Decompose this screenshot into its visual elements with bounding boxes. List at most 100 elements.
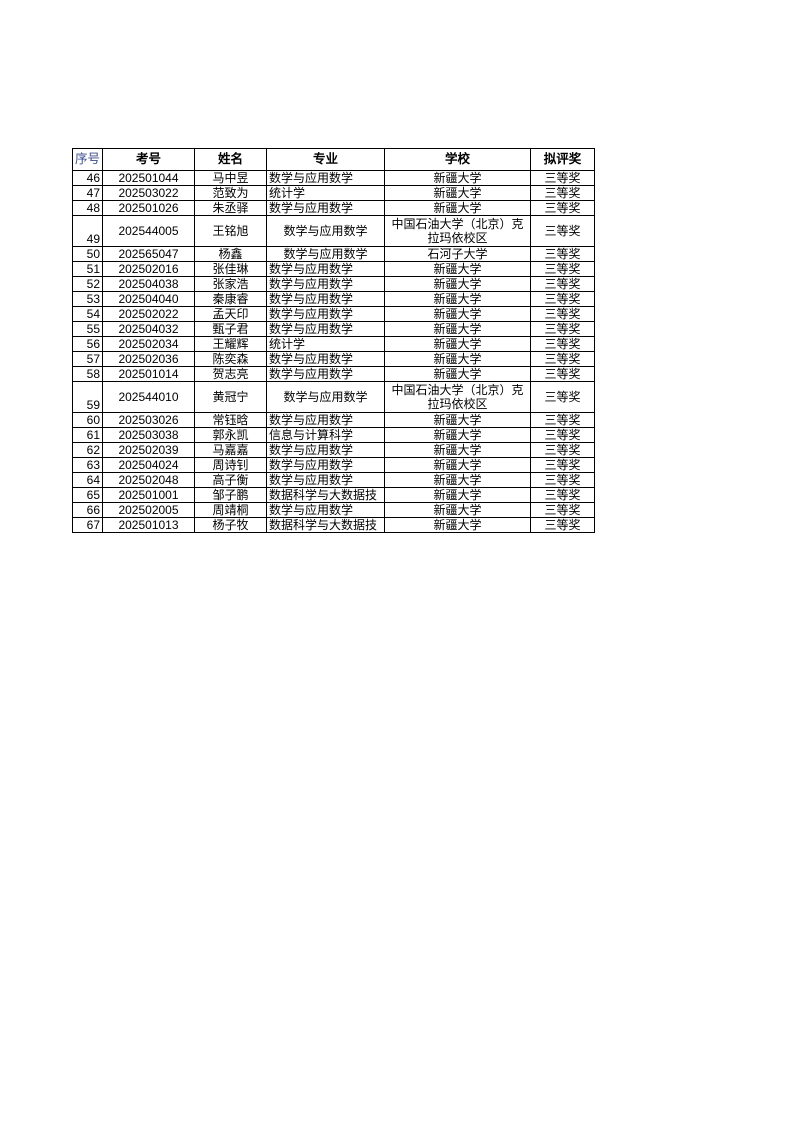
cell-major: 统计学 <box>266 336 385 352</box>
cell-major: 数学与应用数学 <box>266 261 385 277</box>
table-row: 58 202501014 贺志亮 数学与应用数学 新疆大学 三等奖 <box>72 366 595 382</box>
cell-seq: 62 <box>72 442 103 458</box>
cell-name: 贺志亮 <box>194 366 267 382</box>
cell-major: 数学与应用数学 <box>266 306 385 322</box>
cell-seq: 51 <box>72 261 103 277</box>
cell-award: 三等奖 <box>530 291 595 307</box>
cell-seq: 55 <box>72 321 103 337</box>
cell-major: 数学与应用数学 <box>266 442 385 458</box>
table-row: 64 202502048 高子衡 数学与应用数学 新疆大学 三等奖 <box>72 472 595 488</box>
cell-exam-id: 202501044 <box>102 170 195 186</box>
table-row: 46 202501044 马中昱 数学与应用数学 新疆大学 三等奖 <box>72 170 595 186</box>
cell-award: 三等奖 <box>530 381 595 413</box>
cell-school: 新疆大学 <box>384 261 531 277</box>
table-row: 52 202504038 张家浩 数学与应用数学 新疆大学 三等奖 <box>72 276 595 292</box>
cell-award: 三等奖 <box>530 246 595 262</box>
table-row: 60 202503026 常钰晗 数学与应用数学 新疆大学 三等奖 <box>72 412 595 428</box>
table-row: 54 202502022 孟天印 数学与应用数学 新疆大学 三等奖 <box>72 306 595 322</box>
cell-award: 三等奖 <box>530 517 595 533</box>
cell-award: 三等奖 <box>530 215 595 247</box>
table-row: 65 202501001 邹子鹏 数据科学与大数据技 新疆大学 三等奖 <box>72 487 595 503</box>
cell-award: 三等奖 <box>530 457 595 473</box>
cell-major: 数学与应用数学 <box>266 412 385 428</box>
header-name: 姓名 <box>194 148 267 171</box>
cell-school: 新疆大学 <box>384 170 531 186</box>
cell-name: 杨鑫 <box>194 246 267 262</box>
cell-seq: 65 <box>72 487 103 503</box>
cell-seq: 60 <box>72 412 103 428</box>
cell-seq: 50 <box>72 246 103 262</box>
cell-award: 三等奖 <box>530 200 595 216</box>
cell-seq: 61 <box>72 427 103 443</box>
cell-major: 数学与应用数学 <box>266 200 385 216</box>
cell-award: 三等奖 <box>530 261 595 277</box>
cell-seq: 64 <box>72 472 103 488</box>
cell-seq: 46 <box>72 170 103 186</box>
cell-seq: 54 <box>72 306 103 322</box>
table-row: 63 202504024 周诗钊 数学与应用数学 新疆大学 三等奖 <box>72 457 595 473</box>
cell-school: 新疆大学 <box>384 487 531 503</box>
cell-name: 甄子君 <box>194 321 267 337</box>
cell-name: 周靖桐 <box>194 502 267 518</box>
cell-name: 孟天印 <box>194 306 267 322</box>
cell-seq: 47 <box>72 185 103 201</box>
cell-name: 王耀辉 <box>194 336 267 352</box>
cell-school: 新疆大学 <box>384 291 531 307</box>
cell-school: 新疆大学 <box>384 517 531 533</box>
cell-school: 新疆大学 <box>384 321 531 337</box>
table-row: 67 202501013 杨子牧 数据科学与大数据技 新疆大学 三等奖 <box>72 517 595 533</box>
table-row: 53 202504040 秦康睿 数学与应用数学 新疆大学 三等奖 <box>72 291 595 307</box>
cell-school: 中国石油大学（北京）克拉玛依校区 <box>384 215 531 247</box>
cell-name: 郭永凯 <box>194 427 267 443</box>
table-row: 66 202502005 周靖桐 数学与应用数学 新疆大学 三等奖 <box>72 502 595 518</box>
cell-school: 新疆大学 <box>384 442 531 458</box>
cell-school: 新疆大学 <box>384 306 531 322</box>
cell-exam-id: 202504032 <box>102 321 195 337</box>
cell-name: 张家浩 <box>194 276 267 292</box>
cell-major: 数学与应用数学 <box>266 291 385 307</box>
cell-exam-id: 202565047 <box>102 246 195 262</box>
cell-school: 中国石油大学（北京）克拉玛依校区 <box>384 381 531 413</box>
table-row: 61 202503038 郭永凯 信息与计算科学 新疆大学 三等奖 <box>72 427 595 443</box>
cell-name: 杨子牧 <box>194 517 267 533</box>
cell-name: 邹子鹏 <box>194 487 267 503</box>
cell-seq: 58 <box>72 366 103 382</box>
cell-exam-id: 202544010 <box>102 381 195 413</box>
cell-name: 秦康睿 <box>194 291 267 307</box>
cell-seq: 56 <box>72 336 103 352</box>
cell-major: 数学与应用数学 <box>266 381 385 413</box>
cell-award: 三等奖 <box>530 502 595 518</box>
cell-award: 三等奖 <box>530 366 595 382</box>
cell-school: 石河子大学 <box>384 246 531 262</box>
cell-name: 张佳琳 <box>194 261 267 277</box>
cell-school: 新疆大学 <box>384 336 531 352</box>
cell-exam-id: 202503026 <box>102 412 195 428</box>
table-row: 48 202501026 朱丞驿 数学与应用数学 新疆大学 三等奖 <box>72 200 595 216</box>
cell-exam-id: 202502039 <box>102 442 195 458</box>
cell-school: 新疆大学 <box>384 351 531 367</box>
cell-major: 数学与应用数学 <box>266 246 385 262</box>
cell-award: 三等奖 <box>530 336 595 352</box>
cell-school: 新疆大学 <box>384 472 531 488</box>
cell-seq: 63 <box>72 457 103 473</box>
cell-exam-id: 202504038 <box>102 276 195 292</box>
cell-award: 三等奖 <box>530 412 595 428</box>
header-award: 拟评奖 <box>530 148 595 171</box>
cell-name: 周诗钊 <box>194 457 267 473</box>
table-row: 50 202565047 杨鑫 数学与应用数学 石河子大学 三等奖 <box>72 246 595 262</box>
cell-major: 数学与应用数学 <box>266 170 385 186</box>
cell-name: 范致为 <box>194 185 267 201</box>
cell-exam-id: 202503038 <box>102 427 195 443</box>
cell-major: 数学与应用数学 <box>266 457 385 473</box>
cell-seq: 57 <box>72 351 103 367</box>
cell-exam-id: 202501014 <box>102 366 195 382</box>
cell-major: 统计学 <box>266 185 385 201</box>
cell-school: 新疆大学 <box>384 427 531 443</box>
cell-school: 新疆大学 <box>384 185 531 201</box>
cell-major: 数学与应用数学 <box>266 351 385 367</box>
cell-major: 数学与应用数学 <box>266 502 385 518</box>
cell-exam-id: 202502034 <box>102 336 195 352</box>
cell-school: 新疆大学 <box>384 412 531 428</box>
header-major: 专业 <box>266 148 385 171</box>
cell-major: 数据科学与大数据技 <box>266 487 385 503</box>
